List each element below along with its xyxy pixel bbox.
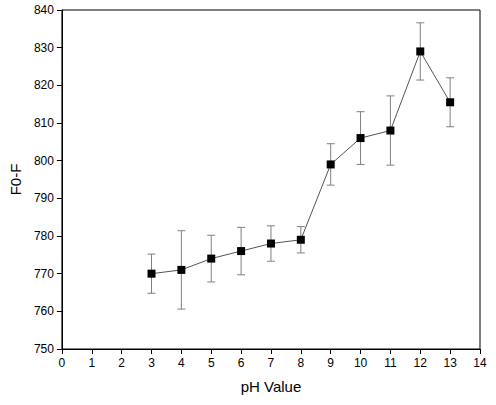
- svg-text:3: 3: [148, 356, 155, 370]
- svg-text:pH Value: pH Value: [241, 378, 302, 395]
- svg-text:780: 780: [34, 229, 54, 243]
- svg-text:760: 760: [34, 304, 54, 318]
- svg-text:14: 14: [473, 356, 487, 370]
- svg-text:840: 840: [34, 3, 54, 17]
- svg-text:6: 6: [238, 356, 245, 370]
- svg-text:800: 800: [34, 154, 54, 168]
- svg-text:11: 11: [384, 356, 397, 370]
- svg-text:830: 830: [34, 41, 54, 55]
- svg-text:4: 4: [178, 356, 185, 370]
- svg-text:7: 7: [268, 356, 275, 370]
- svg-text:9: 9: [327, 356, 334, 370]
- svg-text:770: 770: [34, 267, 54, 281]
- svg-text:2: 2: [118, 356, 125, 370]
- svg-text:13: 13: [443, 356, 457, 370]
- svg-text:0: 0: [59, 356, 66, 370]
- svg-text:810: 810: [34, 116, 54, 130]
- svg-text:750: 750: [34, 342, 54, 356]
- svg-text:F0-F: F0-F: [7, 164, 24, 196]
- svg-text:10: 10: [354, 356, 368, 370]
- svg-text:790: 790: [34, 191, 54, 205]
- svg-text:5: 5: [208, 356, 215, 370]
- svg-text:1: 1: [88, 356, 95, 370]
- svg-text:820: 820: [34, 78, 54, 92]
- svg-text:12: 12: [414, 356, 428, 370]
- svg-text:8: 8: [297, 356, 304, 370]
